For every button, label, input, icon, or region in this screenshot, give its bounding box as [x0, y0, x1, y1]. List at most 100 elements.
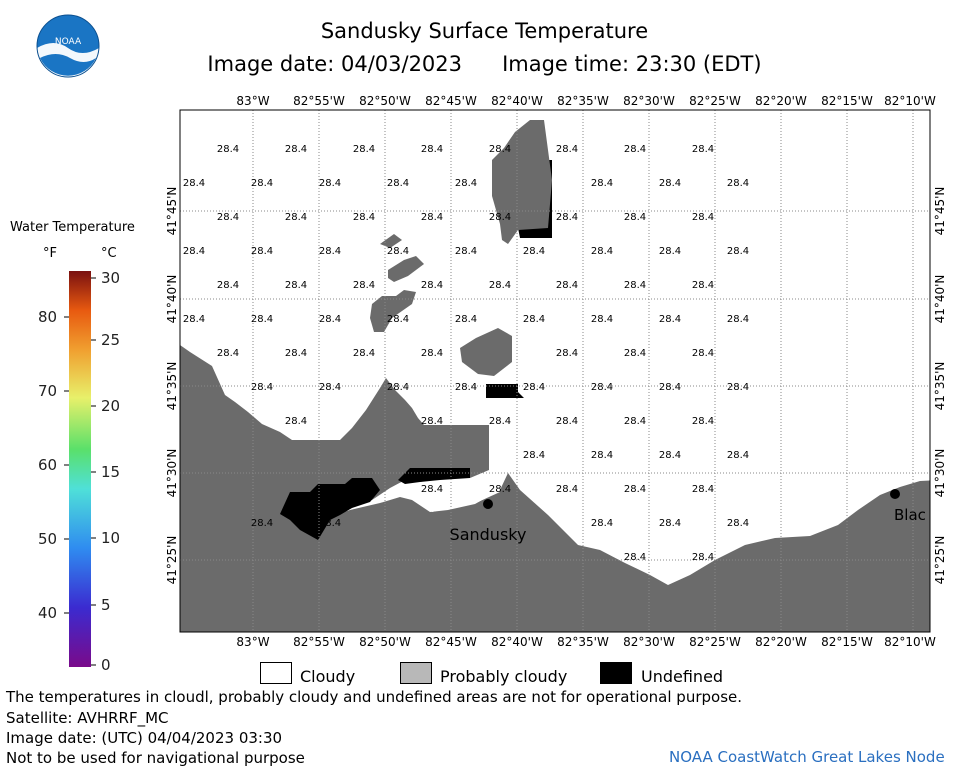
temperature-label: 28.4 [659, 178, 681, 189]
temperature-label: 28.4 [556, 144, 578, 155]
image-date-time: Image date: 04/03/2023 Image time: 23:30… [0, 52, 969, 76]
c-tick-15: 15 [101, 463, 120, 481]
undefined-area [398, 468, 470, 484]
temperature-label: 28.4 [523, 382, 545, 393]
temperature-label: 28.4 [455, 382, 477, 393]
temperature-label: 28.4 [727, 382, 749, 393]
temperature-label: 28.4 [387, 382, 409, 393]
sandusky-marker [483, 499, 493, 509]
temperature-label: 28.4 [556, 212, 578, 223]
lat-label: 41°30'N [165, 449, 179, 498]
temperature-label: 28.4 [489, 484, 511, 495]
lon-label: 82°30'W [623, 635, 675, 649]
lon-label: 82°40'W [491, 94, 543, 108]
lat-label: 41°25'N [933, 536, 947, 585]
lat-label: 41°45'N [933, 187, 947, 236]
temperature-label: 28.4 [556, 348, 578, 359]
f-tick-70: 70 [38, 382, 57, 400]
temperature-label: 28.4 [421, 280, 443, 291]
lon-label: 82°20'W [755, 635, 807, 649]
f-tick-50: 50 [38, 530, 57, 548]
temperature-label: 28.4 [353, 144, 375, 155]
c-tick-0: 0 [101, 656, 111, 674]
temperature-label: 28.4 [659, 450, 681, 461]
temperature-label: 28.4 [489, 144, 511, 155]
footer-navigation-note: Not to be used for navigational purpose [6, 749, 305, 767]
temperature-label: 28.4 [251, 314, 273, 325]
temperature-label: 28.4 [692, 348, 714, 359]
temperature-label: 28.4 [183, 178, 205, 189]
c-tick-25: 25 [101, 331, 120, 349]
temperature-label: 28.4 [624, 348, 646, 359]
temperature-label: 28.4 [353, 348, 375, 359]
temperature-label: 28.4 [285, 144, 307, 155]
color-bar [69, 271, 91, 667]
temperature-label: 28.4 [285, 348, 307, 359]
temperature-label: 28.4 [523, 450, 545, 461]
temperature-label: 28.4 [421, 144, 443, 155]
temperature-label: 28.4 [319, 246, 341, 257]
temperature-label: 28.4 [692, 552, 714, 563]
lon-label: 82°35'W [557, 635, 609, 649]
lon-label: 82°35'W [557, 94, 609, 108]
temperature-label: 28.4 [591, 246, 613, 257]
temperature-label: 28.4 [421, 212, 443, 223]
temperature-label: 28.4 [624, 144, 646, 155]
temperature-label: 28.4 [591, 178, 613, 189]
undefined-area [280, 478, 380, 540]
temperature-label: 28.4 [727, 450, 749, 461]
lat-label: 41°40'N [933, 275, 947, 324]
temperature-label: 28.4 [692, 144, 714, 155]
temperature-label: 28.4 [455, 314, 477, 325]
c-tick-20: 20 [101, 397, 120, 415]
temperature-label: 28.4 [489, 416, 511, 427]
lon-label: 82°50'W [359, 94, 411, 108]
temperature-label: 28.4 [692, 212, 714, 223]
legend-title: Water Temperature [10, 220, 135, 235]
lon-label: 82°40'W [491, 635, 543, 649]
temperature-label: 28.4 [727, 518, 749, 529]
lon-label: 83°W [236, 635, 269, 649]
temperature-label: 28.4 [421, 484, 443, 495]
lat-label: 41°35'N [933, 362, 947, 411]
probably-cloudy-area [492, 120, 552, 244]
lon-label: 82°10'W [884, 635, 936, 649]
temperature-label: 28.4 [591, 314, 613, 325]
temperature-label: 28.4 [624, 416, 646, 427]
blac-label: Blac [894, 506, 926, 524]
lon-label: 82°20'W [755, 94, 807, 108]
sandusky-label: Sandusky [450, 525, 527, 544]
lon-label: 82°50'W [359, 635, 411, 649]
temperature-label: 28.4 [659, 314, 681, 325]
temperature-label: 28.4 [624, 280, 646, 291]
temperature-label: 28.4 [387, 178, 409, 189]
temperature-label: 28.4 [591, 382, 613, 393]
temperature-label: 28.4 [727, 314, 749, 325]
temperature-label: 28.4 [556, 280, 578, 291]
f-tick-80: 80 [38, 308, 57, 326]
temperature-label: 28.4 [455, 246, 477, 257]
temperature-label: 28.4 [285, 212, 307, 223]
temperature-label: 28.4 [624, 552, 646, 563]
temperature-label: 28.4 [624, 484, 646, 495]
lon-label: 82°45'W [425, 94, 477, 108]
temperature-label: 28.4 [489, 212, 511, 223]
temperature-label: 28.4 [387, 246, 409, 257]
undefined-area [486, 384, 524, 398]
temperature-label: 28.4 [659, 518, 681, 529]
map-frame [179, 109, 931, 633]
temperature-label: 28.4 [319, 314, 341, 325]
probably-cloudy-area [388, 256, 424, 282]
lon-label: 82°25'W [689, 94, 741, 108]
temperature-label: 28.4 [591, 450, 613, 461]
temperature-label: 28.4 [421, 348, 443, 359]
c-tick-10: 10 [101, 529, 120, 547]
temperature-label: 28.4 [353, 280, 375, 291]
temperature-label: 28.4 [353, 212, 375, 223]
lon-label: 82°45'W [425, 635, 477, 649]
temperature-label: 28.4 [251, 382, 273, 393]
legend-unit-f: °F [43, 246, 57, 261]
temperature-label: 28.4 [251, 246, 273, 257]
temperature-label: 28.4 [523, 314, 545, 325]
